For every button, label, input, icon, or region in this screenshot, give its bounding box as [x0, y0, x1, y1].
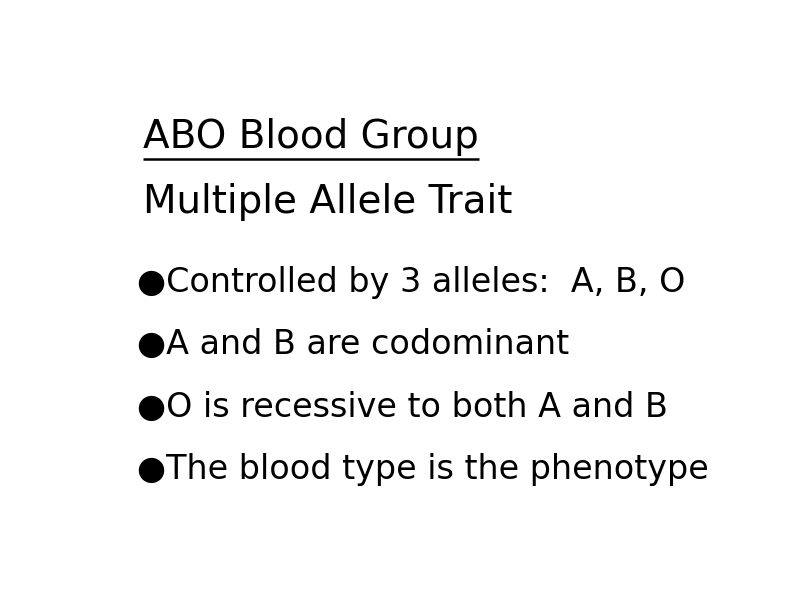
- Text: ●Controlled by 3 alleles:  A, B, O: ●Controlled by 3 alleles: A, B, O: [138, 266, 686, 299]
- Text: ●O is recessive to both A and B: ●O is recessive to both A and B: [138, 391, 668, 424]
- Text: Multiple Allele Trait: Multiple Allele Trait: [143, 183, 513, 221]
- Text: ●The blood type is the phenotype: ●The blood type is the phenotype: [138, 453, 709, 486]
- Text: ●A and B are codominant: ●A and B are codominant: [138, 328, 570, 361]
- Text: ABO Blood Group: ABO Blood Group: [143, 118, 479, 156]
